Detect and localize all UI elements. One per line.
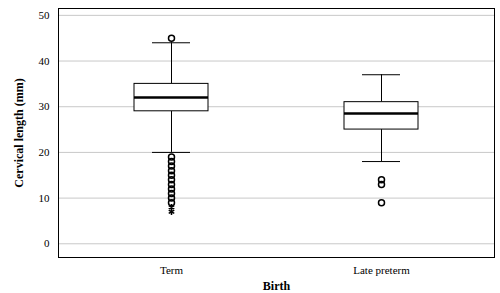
svg-text:Birth: Birth <box>263 279 291 293</box>
svg-text:Term: Term <box>160 264 183 276</box>
svg-text:10: 10 <box>39 192 51 204</box>
svg-text:0: 0 <box>44 237 50 249</box>
svg-text:Late preterm: Late preterm <box>353 264 410 276</box>
svg-text:Cervical length (mm): Cervical length (mm) <box>12 78 26 187</box>
svg-text:40: 40 <box>39 55 51 67</box>
svg-text:30: 30 <box>39 100 51 112</box>
svg-text:20: 20 <box>39 146 51 158</box>
svg-text:50: 50 <box>39 9 51 21</box>
